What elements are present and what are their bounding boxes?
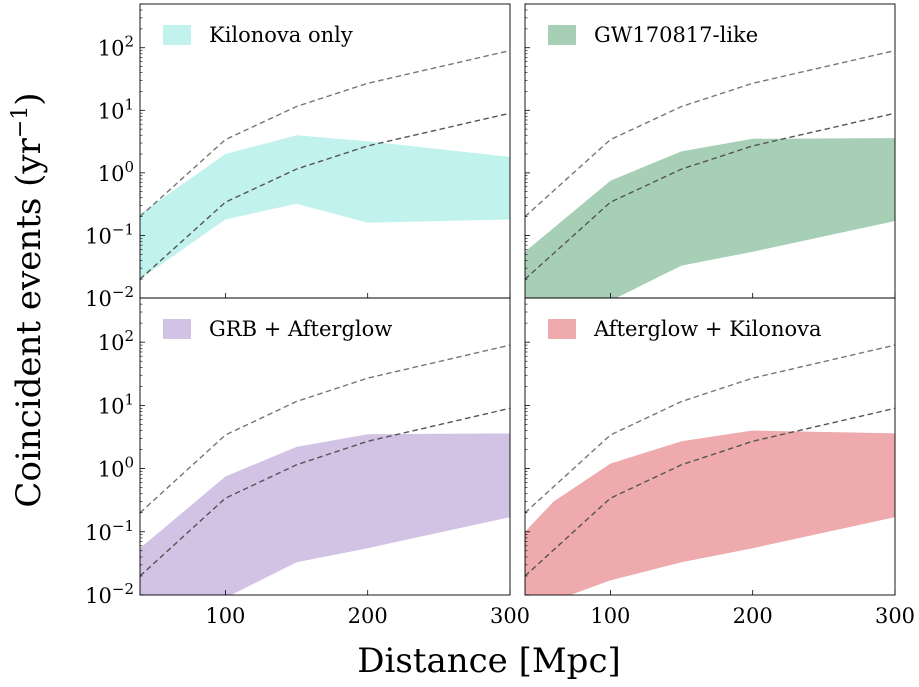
upper-reference-dashed-line [525, 344, 895, 514]
y-tick-exponent: 2 [124, 327, 134, 345]
plot-area [140, 344, 510, 595]
x-tick-label: 200 [348, 604, 388, 628]
y-tick-base: 10 [98, 458, 125, 482]
y-tick-exponent: 1 [124, 390, 134, 408]
y-tick-label: 100 [98, 158, 134, 186]
y-tick-label: 100 [98, 454, 134, 482]
panel-frame [524, 297, 896, 596]
panel-frame [139, 297, 511, 596]
plot-area [525, 49, 895, 298]
y-tick-base: 10 [85, 224, 112, 248]
lower-reference-dashed-line [525, 112, 895, 280]
legend-label: Kilonova only [209, 23, 353, 47]
y-tick-base: 10 [85, 287, 112, 311]
panel-bottom-right: 100 200 300 Afterglow + Kilonova [524, 297, 915, 628]
y-tick-exponent: −2 [112, 580, 134, 598]
upper-reference-dashed-line [140, 344, 510, 514]
y-tick-exponent: 2 [124, 33, 134, 51]
legend-swatch [548, 319, 576, 339]
y-tick-exponent: −1 [112, 517, 134, 535]
lower-reference-dashed-line [140, 112, 510, 280]
legend-swatch [163, 319, 191, 339]
x-tick-label: 100 [590, 604, 630, 628]
y-tick-label: 10−1 [85, 220, 134, 248]
y-tick-base: 10 [98, 162, 125, 186]
legend-swatch [548, 25, 576, 45]
y-tick-exponent: 1 [124, 95, 134, 113]
rate-band-area [525, 138, 895, 298]
y-tick-label: 10−1 [85, 517, 134, 545]
y-tick-label: 10−2 [85, 580, 134, 608]
y-tick-label: 102 [98, 327, 134, 355]
y-tick-base: 10 [85, 521, 112, 545]
rate-band-area [140, 433, 510, 595]
y-tick-label: 102 [98, 33, 134, 61]
y-tick-exponent: 0 [124, 158, 134, 176]
rate-band-area [140, 135, 510, 280]
x-tick-label: 300 [490, 604, 530, 628]
lower-reference-dashed-line [525, 407, 895, 577]
y-tick-label: 101 [98, 390, 134, 418]
legend-swatch [163, 25, 191, 45]
lower-reference-dashed-line [140, 407, 510, 577]
y-tick-base: 10 [98, 37, 125, 61]
legend-label: Afterglow + Kilonova [593, 317, 822, 341]
y-tick-label: 10−2 [85, 283, 134, 311]
legend-label: GW170817-like [594, 23, 758, 47]
y-tick-exponent: −1 [112, 220, 134, 238]
x-tick-label: 200 [733, 604, 773, 628]
y-tick-base: 10 [85, 584, 112, 608]
legend-label: GRB + Afterglow [209, 317, 392, 341]
plot-area [525, 344, 895, 595]
y-tick-exponent: −2 [112, 283, 134, 301]
upper-reference-dashed-line [140, 49, 510, 218]
y-tick-base: 10 [98, 331, 125, 355]
rate-band-area [525, 430, 895, 595]
x-axis-title: Distance [Mpc] [357, 641, 621, 681]
y-tick-base: 10 [98, 394, 125, 418]
upper-reference-dashed-line [525, 49, 895, 218]
x-tick-label: 100 [205, 604, 245, 628]
panel-top-right: GW170817-like [524, 3, 896, 299]
plot-area [140, 49, 510, 280]
y-tick-label: 101 [98, 95, 134, 123]
y-axis-title: Coincident events (yr−1) [8, 92, 49, 507]
y-tick-exponent: 0 [124, 454, 134, 472]
y-tick-base: 10 [98, 99, 125, 123]
x-tick-label: 300 [875, 604, 915, 628]
